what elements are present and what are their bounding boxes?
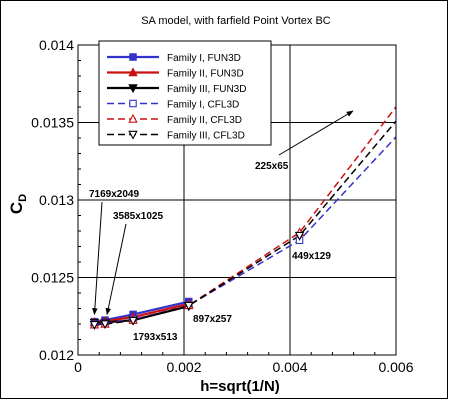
y-axis-label-main: C <box>7 202 26 214</box>
legend-entry-label: Family I, CFL3D <box>167 100 239 111</box>
y-axis-label-sub: D <box>17 194 29 202</box>
y-tick-label: 0.0125 <box>31 270 74 286</box>
series-marker <box>184 301 194 311</box>
legend-swatch-marker <box>128 130 138 140</box>
legend-entry-label: Family II, CFL3D <box>167 115 242 126</box>
annotation-arrow <box>278 110 354 156</box>
y-tick-label: 0.013 <box>39 192 74 208</box>
annotation-label: 3585x1025 <box>113 211 163 222</box>
legend-swatch-marker <box>128 67 138 77</box>
series-marker <box>100 320 110 330</box>
x-tick-label: 0.004 <box>272 359 307 375</box>
y-tick-label: 0.012 <box>39 347 74 363</box>
series-marker <box>89 321 100 330</box>
legend-box <box>98 40 272 146</box>
x-tick-label: 0 <box>74 359 82 375</box>
y-tick-label: 0.0135 <box>31 115 74 131</box>
series-marker <box>294 231 305 241</box>
chart-title: SA model, with farfield Point Vortex BC <box>141 15 331 27</box>
legend-swatch-marker <box>128 84 138 94</box>
axis-ticks: 0 0.002 0.004 0.006 0.012 0.0125 0.013 0.0135 0.… <box>31 37 414 375</box>
annotation-arrow <box>92 201 103 316</box>
legend-swatch-marker <box>129 53 137 61</box>
series-lines <box>94 105 396 326</box>
x-tick-label: 0.002 <box>166 359 201 375</box>
y-axis-label: CD <box>7 194 29 214</box>
legend-swatch-marker <box>129 99 137 108</box>
y-tick-label: 0.014 <box>39 37 74 53</box>
series-marker <box>128 316 138 326</box>
annotation-label: 225x65 <box>255 161 289 172</box>
legend-entry-label: Family III, FUN3D <box>167 84 246 95</box>
series-markers <box>89 227 305 330</box>
legend-entry-label: Family III, CFL3D <box>167 131 245 142</box>
annotations: 7169x2049 3585x1025 1793x513 897x257 449x129… <box>89 110 354 343</box>
annotation-label: 1793x513 <box>133 332 178 343</box>
svg-text:CD: CD <box>7 194 29 214</box>
series-line-3 <box>94 135 396 325</box>
x-axis-label: h=sqrt(1/N) <box>200 378 280 395</box>
legend-swatch-marker <box>128 113 138 123</box>
annotation-label: 7169x2049 <box>89 189 139 200</box>
annotation-label: 449x129 <box>292 251 331 262</box>
legend-entry-label: Family II, FUN3D <box>167 69 244 80</box>
legend-entry-label: Family I, FUN3D <box>167 53 241 64</box>
x-tick-label: 0.006 <box>378 359 413 375</box>
series-line-5 <box>94 119 396 326</box>
annotation-label: 897x257 <box>193 314 232 325</box>
annotation-arrow <box>105 223 127 316</box>
legend: Family I, FUN3D Family II, FUN3D Family II… <box>98 40 272 146</box>
